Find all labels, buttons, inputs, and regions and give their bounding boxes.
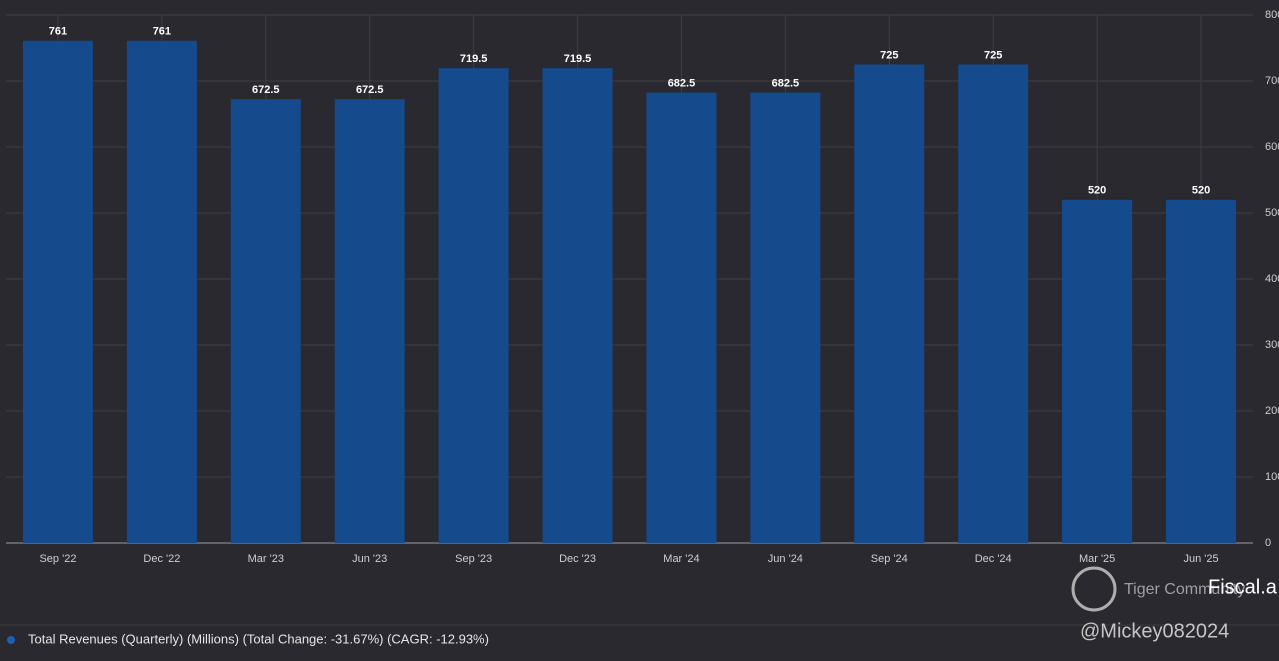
value-label: 520 [1192, 185, 1210, 197]
y-tick-label: 100 [1265, 471, 1279, 483]
x-tick-label: Sep '24 [871, 553, 908, 565]
y-tick-label: 400 [1265, 273, 1279, 285]
bar [958, 64, 1029, 543]
bar [750, 92, 821, 544]
value-label: 682.5 [772, 77, 800, 89]
value-label: 719.5 [460, 53, 488, 65]
watermark: Fiscal.a [1208, 576, 1278, 598]
x-tick-label: Jun '25 [1183, 553, 1218, 565]
bar [126, 40, 197, 544]
y-tick-label: 500 [1265, 207, 1279, 219]
x-tick-label: Jun '24 [768, 553, 803, 565]
value-label: 520 [1088, 185, 1106, 197]
x-tick-label: Mar '25 [1079, 553, 1115, 565]
x-tick-label: Jun '23 [352, 553, 387, 565]
y-tick-label: 300 [1265, 339, 1279, 351]
bar [334, 99, 405, 544]
watermark: Tiger Community [1124, 581, 1245, 598]
bar [22, 40, 93, 544]
watermark-logo [1071, 566, 1117, 612]
legend-marker [7, 636, 15, 644]
value-label: 761 [153, 26, 171, 38]
bar [230, 99, 301, 544]
y-tick-label: 0 [1265, 537, 1271, 549]
y-tick-label: 700 [1265, 75, 1279, 87]
value-label: 672.5 [252, 84, 280, 96]
bar [1166, 199, 1237, 544]
y-tick-label: 600 [1265, 141, 1279, 153]
y-tick-label: 800 [1265, 9, 1279, 21]
bar [542, 68, 613, 543]
value-label: 761 [49, 26, 67, 38]
x-tick-label: Sep '23 [455, 553, 492, 565]
y-tick-label: 200 [1265, 405, 1279, 417]
value-label: 725 [880, 49, 898, 61]
bar [646, 92, 717, 544]
x-tick-label: Mar '24 [663, 553, 699, 565]
x-tick-label: Dec '24 [975, 553, 1012, 565]
legend-label: Total Revenues (Quarterly) (Millions) (T… [28, 631, 489, 646]
value-label: 672.5 [356, 84, 384, 96]
x-tick-label: Dec '23 [559, 553, 596, 565]
bar [1062, 199, 1133, 544]
bar [854, 64, 925, 543]
x-tick-label: Dec '22 [143, 553, 180, 565]
value-label: 682.5 [668, 77, 696, 89]
watermark: @Mickey082024 [1080, 620, 1229, 642]
x-tick-label: Mar '23 [248, 553, 284, 565]
bar [438, 68, 509, 543]
value-label: 719.5 [564, 53, 592, 65]
x-tick-label: Sep '22 [39, 553, 76, 565]
value-label: 725 [984, 49, 1002, 61]
